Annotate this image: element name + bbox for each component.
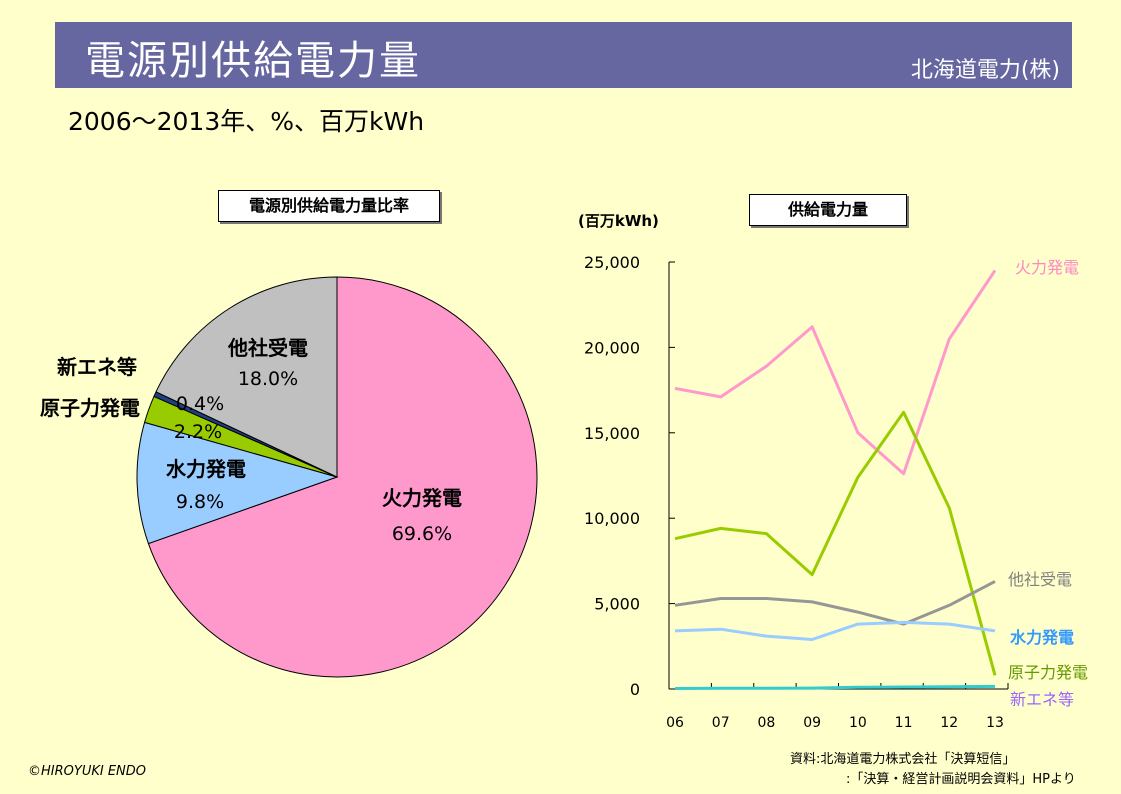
pie-chart: 火力発電 69.6% 水力発電 9.8% 原子力発電 2.2% 新エネ等 0.4% 他社受電 18…: [40, 276, 538, 678]
series-label-0: 火力発電: [1015, 258, 1079, 277]
series-label-4: 新エネ等: [1010, 690, 1074, 709]
series-line-0: [674, 269, 997, 476]
pie-slice-4: [155, 276, 338, 478]
line-chart: 0 5,000 10,000 15,000 20,000 25,000 06 07 08 09 10…: [584, 253, 1088, 731]
x-tick-label-0: 06: [666, 715, 684, 731]
x-tick-label-4: 10: [849, 715, 867, 731]
y-tick-label-1: 5,000: [594, 595, 640, 614]
series-label-2: 他社受電: [1008, 570, 1072, 589]
pie-label-value-2: 2.2%: [174, 421, 222, 443]
source-line-2: :「決算・経営計画説明会資料」HPより: [846, 772, 1076, 787]
x-tick-label-2: 08: [758, 715, 776, 731]
y-tick-label-0: 0: [630, 680, 640, 699]
series-label-3: 水力発電: [1010, 628, 1074, 647]
pie-label-name-4: 他社受電: [227, 336, 308, 360]
x-tick-label-1: 07: [712, 715, 730, 731]
pie-label-name-2: 原子力発電: [40, 396, 140, 420]
y-tick-label-3: 15,000: [584, 424, 640, 443]
series-line-4: [674, 684, 996, 690]
pie-label-value-1: 9.8%: [176, 491, 224, 513]
page-title: 電源別供給電力量: [85, 38, 421, 84]
series-line-3: [674, 620, 996, 641]
y-tick-label-5: 25,000: [584, 253, 640, 272]
page-subtitle: 2006～2013年、%、百万kWh: [68, 107, 425, 136]
series-line-1: [674, 410, 997, 676]
series-line-2: [674, 580, 996, 626]
pie-label-name-1: 水力発電: [166, 457, 246, 481]
pie-label-value-0: 69.6%: [392, 523, 452, 545]
pie-chart-title: 電源別供給電力量比率: [218, 190, 440, 222]
pie-slice-0: [147, 276, 538, 678]
pie-slice-1: [136, 421, 339, 545]
pie-label-name-0: 火力発電: [382, 486, 462, 510]
pie-label-value-4: 18.0%: [238, 368, 298, 390]
series-label-1: 原子力発電: [1008, 663, 1088, 682]
company-name: 北海道電力(株): [910, 58, 1060, 83]
x-tick-label-7: 13: [986, 715, 1004, 731]
source-line-1: 資料:北海道電力株式会社「決算短信」: [790, 752, 1016, 767]
line-chart-unit-label: (百万kWh): [578, 212, 659, 230]
pie-label-value-3: 0.4%: [176, 393, 224, 415]
x-tick-label-5: 11: [895, 715, 913, 731]
y-tick-label-2: 10,000: [584, 509, 640, 528]
line-chart-title: 供給電力量: [749, 194, 907, 226]
x-tick-label-3: 09: [803, 715, 821, 731]
copyright-text: ©HIROYUKI ENDO: [28, 764, 147, 779]
title-bar: 電源別供給電力量 北海道電力(株): [55, 22, 1072, 88]
x-tick-label-6: 12: [940, 715, 958, 731]
y-tick-label-4: 20,000: [584, 338, 640, 357]
pie-label-name-3: 新エネ等: [57, 355, 137, 379]
